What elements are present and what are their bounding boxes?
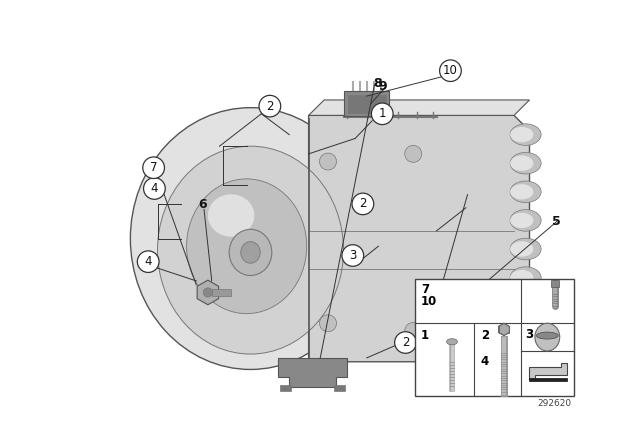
Ellipse shape (510, 184, 533, 199)
Ellipse shape (535, 323, 560, 351)
FancyBboxPatch shape (212, 289, 231, 296)
Ellipse shape (395, 332, 417, 353)
FancyBboxPatch shape (348, 95, 386, 112)
Text: 6: 6 (198, 198, 207, 211)
FancyBboxPatch shape (280, 385, 291, 391)
Ellipse shape (131, 108, 371, 370)
Ellipse shape (510, 238, 541, 260)
Ellipse shape (536, 332, 558, 339)
Text: 7: 7 (150, 161, 157, 174)
Ellipse shape (319, 153, 337, 170)
Ellipse shape (404, 323, 422, 340)
Ellipse shape (241, 241, 260, 263)
Polygon shape (197, 280, 219, 305)
Ellipse shape (468, 299, 474, 308)
FancyBboxPatch shape (461, 283, 482, 302)
Ellipse shape (510, 127, 533, 142)
Ellipse shape (510, 327, 533, 343)
Text: 3: 3 (349, 249, 356, 262)
Text: 7: 7 (421, 283, 429, 296)
Ellipse shape (138, 251, 159, 272)
Ellipse shape (143, 178, 165, 199)
Polygon shape (278, 358, 348, 387)
Text: 2: 2 (481, 329, 489, 342)
Ellipse shape (510, 181, 541, 202)
Text: 3: 3 (525, 327, 534, 340)
Ellipse shape (510, 210, 541, 231)
Text: 10: 10 (421, 295, 437, 308)
Bar (415, 279, 573, 396)
Ellipse shape (447, 339, 458, 345)
Polygon shape (308, 100, 529, 116)
Ellipse shape (204, 288, 212, 297)
FancyBboxPatch shape (551, 280, 559, 287)
Text: 5: 5 (552, 215, 561, 228)
Ellipse shape (440, 60, 461, 82)
Ellipse shape (510, 267, 541, 289)
Ellipse shape (143, 157, 164, 178)
Ellipse shape (259, 95, 281, 117)
Polygon shape (499, 323, 509, 336)
Text: 292620: 292620 (537, 400, 572, 409)
Text: 8: 8 (373, 77, 382, 90)
Ellipse shape (404, 146, 422, 162)
Text: 1: 1 (421, 329, 429, 342)
Ellipse shape (510, 155, 533, 171)
Ellipse shape (510, 270, 533, 285)
Text: 2: 2 (402, 336, 409, 349)
Ellipse shape (510, 298, 533, 314)
Text: 10: 10 (443, 64, 458, 77)
Ellipse shape (371, 103, 393, 125)
Ellipse shape (510, 295, 541, 317)
FancyBboxPatch shape (344, 91, 389, 116)
Text: 4: 4 (150, 182, 158, 195)
Ellipse shape (510, 152, 541, 174)
Ellipse shape (342, 245, 364, 266)
Ellipse shape (510, 241, 533, 257)
Polygon shape (308, 116, 529, 362)
Text: 2: 2 (266, 99, 274, 112)
Text: 4: 4 (481, 355, 489, 368)
Text: 9: 9 (378, 80, 387, 93)
Ellipse shape (319, 315, 337, 332)
Text: 1: 1 (378, 108, 386, 121)
Ellipse shape (208, 194, 254, 237)
Ellipse shape (510, 213, 533, 228)
Text: 4: 4 (145, 255, 152, 268)
Polygon shape (529, 362, 568, 379)
Text: 2: 2 (359, 198, 367, 211)
Ellipse shape (352, 193, 374, 215)
Polygon shape (529, 378, 568, 381)
FancyBboxPatch shape (334, 385, 345, 391)
Ellipse shape (157, 146, 344, 354)
Ellipse shape (510, 324, 541, 345)
Ellipse shape (229, 229, 272, 276)
Ellipse shape (187, 179, 307, 314)
Ellipse shape (510, 124, 541, 146)
